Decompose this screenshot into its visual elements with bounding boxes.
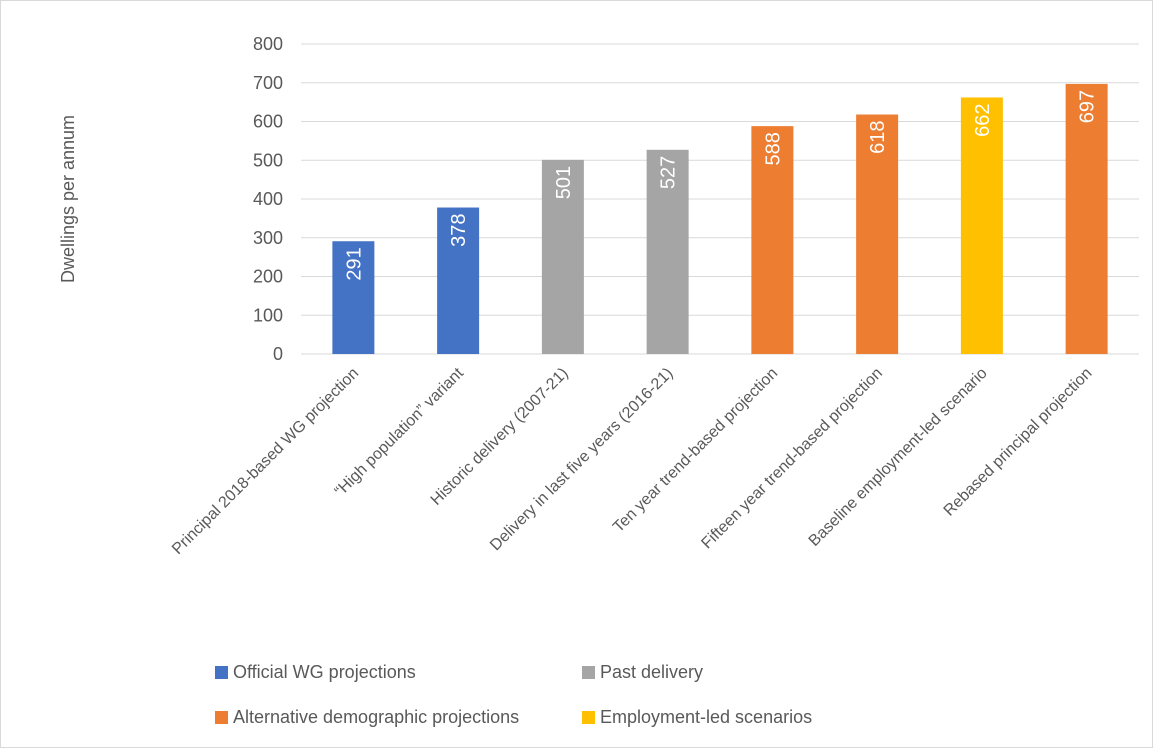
bar-value-label: 618 (867, 121, 889, 154)
y-axis-label: Dwellings per annum (58, 115, 78, 283)
legend-swatch (215, 711, 228, 724)
legend-label: Past delivery (600, 662, 703, 682)
bar-value-label: 662 (972, 103, 994, 136)
y-tick-label: 500 (253, 150, 283, 170)
x-category-label: Baseline employment-led scenario (806, 365, 991, 550)
y-axis-ticks: 0 100 200 300 400 500 600 700 800 (253, 34, 283, 364)
bar (1065, 83, 1108, 354)
x-category-label: Principal 2018-based WG projection (169, 365, 362, 558)
bar (751, 126, 794, 355)
bars (332, 83, 1108, 355)
data-labels: 291 378 501 527 588 618 662 697 (343, 90, 1098, 281)
legend-label: Alternative demographic projections (233, 707, 519, 727)
legend-label: Official WG projections (233, 662, 416, 682)
bar-value-label: 378 (448, 214, 470, 247)
legend-swatch (582, 666, 595, 679)
x-category-label: Ten year trend-based projection (610, 365, 781, 536)
bar-value-label: 527 (658, 156, 680, 189)
gridlines (301, 43, 1139, 355)
bar-value-label: 501 (553, 166, 575, 199)
y-tick-label: 200 (253, 267, 283, 287)
bar (856, 114, 899, 355)
bar-value-label: 697 (1077, 90, 1099, 123)
bar (960, 97, 1003, 354)
x-category-label: Fifteen year trend-based projection (698, 365, 885, 552)
y-tick-label: 400 (253, 189, 283, 209)
x-category-label: Delivery in last five years (2016-21) (487, 365, 676, 554)
y-tick-label: 700 (253, 73, 283, 93)
x-axis-category-labels: Principal 2018-based WG projection“High … (169, 364, 1095, 558)
legend-swatch (215, 666, 228, 679)
y-tick-label: 600 (253, 112, 283, 132)
y-tick-label: 100 (253, 305, 283, 325)
bar (541, 159, 584, 354)
y-tick-label: 300 (253, 228, 283, 248)
bar-value-label: 588 (762, 132, 784, 165)
y-tick-label: 0 (273, 344, 283, 364)
legend: Official WG projections Past delivery Alte… (215, 662, 812, 727)
bar-value-label: 291 (343, 247, 365, 280)
legend-label: Employment-led scenarios (600, 707, 812, 727)
bar (646, 149, 689, 354)
bar (437, 207, 480, 354)
y-tick-label: 800 (253, 34, 283, 54)
legend-swatch (582, 711, 595, 724)
bar (332, 241, 375, 354)
